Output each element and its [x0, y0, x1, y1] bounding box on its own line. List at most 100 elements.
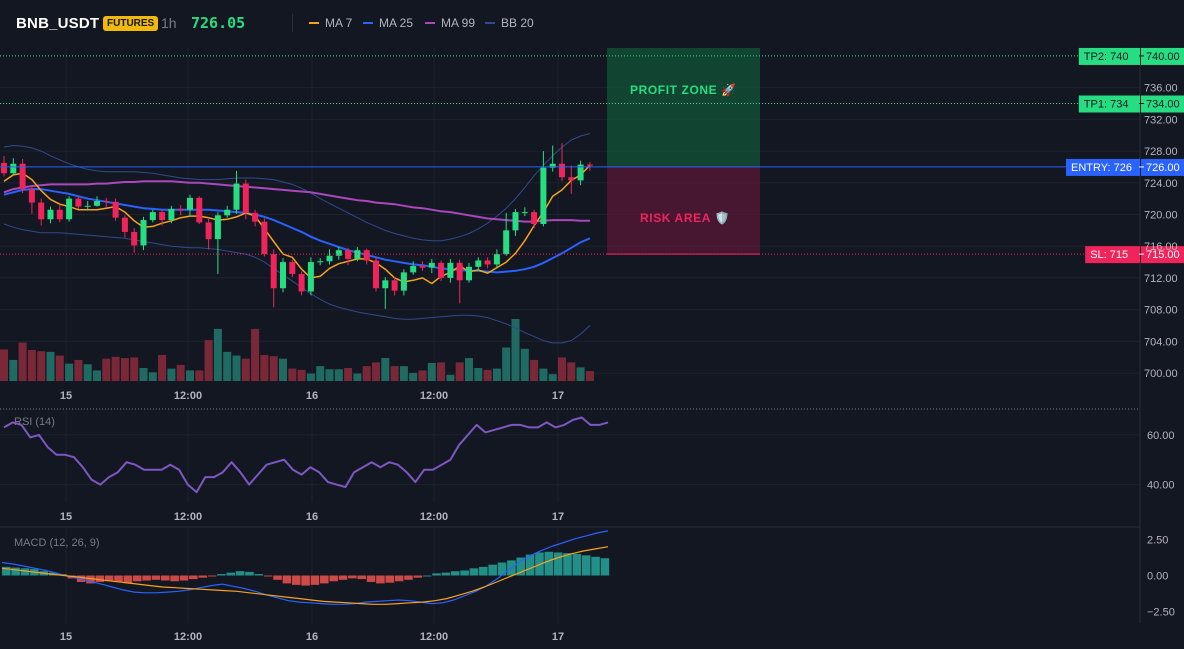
candle-body [131, 231, 138, 246]
timeframe-selector[interactable]: 1h [161, 15, 177, 31]
rsi-tick-label: 60.00 [1147, 430, 1175, 442]
macd-histogram-bar [2, 566, 11, 576]
volume-bar [492, 368, 501, 381]
legend-swatch-ma99 [425, 22, 435, 24]
time-tick-label: 17 [552, 511, 564, 523]
legend-ma99[interactable]: MA 99 [425, 16, 475, 30]
volume-bar [437, 362, 446, 381]
candle-body [233, 183, 240, 210]
candle-body [196, 197, 203, 223]
volume-bar [186, 370, 194, 381]
level-tag[interactable]: TP2: 740 740.00 [1078, 47, 1184, 65]
volume-bar [120, 358, 129, 381]
volume-bar [334, 369, 343, 381]
volume-bar [148, 372, 157, 381]
volume-bar [260, 354, 269, 381]
macd-histogram-bar [198, 575, 207, 578]
macd-histogram-bar [104, 575, 114, 582]
volume-bar [167, 368, 176, 381]
grid-lines [0, 48, 1141, 623]
volume-bar [65, 363, 74, 381]
legend-ma25[interactable]: MA 25 [363, 16, 413, 30]
profit-zone [607, 48, 760, 167]
level-tag[interactable]: ENTRY: 726 726.00 [1066, 158, 1184, 176]
volume-bar [102, 358, 111, 381]
candle-body [577, 164, 584, 181]
volume-bar [18, 342, 27, 381]
legend-swatch-ma25 [363, 22, 373, 24]
profit-zone-label: PROFIT ZONE 🚀 [630, 83, 737, 97]
candle-body [28, 189, 35, 203]
legend-bb20[interactable]: BB 20 [485, 16, 534, 30]
macd-histogram-bar [572, 553, 582, 576]
last-price: 726.05 [191, 14, 246, 32]
volume-bar [362, 366, 371, 381]
volume-bar [455, 362, 464, 381]
candle-body [103, 201, 110, 203]
volume-bar [427, 363, 436, 381]
symbol-name[interactable]: BNB_USDT [16, 15, 100, 32]
candle-body [177, 208, 184, 210]
time-tick-label: 16 [306, 511, 318, 523]
candle-body [149, 212, 156, 221]
macd-tick-label: 2.50 [1147, 535, 1168, 547]
volume-bar [37, 351, 46, 381]
volume-bar [353, 373, 362, 381]
level-axis-box [1141, 95, 1184, 113]
price-tick-label: 728.00 [1144, 146, 1178, 158]
volume-bar [585, 371, 594, 381]
candle-body [549, 163, 556, 168]
volume-bar [176, 364, 185, 381]
level-tag-box [1078, 47, 1140, 65]
macd-histogram-bar [301, 575, 310, 586]
legend-label-ma99: MA 99 [441, 16, 476, 30]
macd-histogram-bar [544, 551, 554, 576]
legend-ma7[interactable]: MA 7 [309, 16, 352, 30]
volume-bar [465, 358, 473, 381]
macd-title: MACD (12, 26, 9) [14, 537, 100, 549]
volume-bar [548, 374, 557, 381]
candle-body [84, 205, 91, 207]
candle-body [75, 198, 82, 207]
volume-bar [372, 362, 380, 381]
macd-histogram-bar [450, 571, 460, 576]
candle-body [307, 262, 314, 292]
macd-histogram-bar [179, 575, 189, 581]
volume-bar [520, 348, 529, 381]
candle-body [159, 212, 166, 221]
volume-bar [195, 370, 204, 381]
macd-histogram-bar [525, 554, 535, 576]
level-tag[interactable]: TP1: 734 734.00 [1078, 95, 1184, 113]
macd-histogram-bar [413, 575, 423, 578]
candle-body [391, 280, 398, 291]
level-tag-text: SL: 715 [1090, 249, 1128, 261]
macd-line [1, 530, 609, 605]
volume-bar [74, 359, 83, 381]
candle-body [512, 212, 519, 231]
candle-body [94, 201, 100, 206]
macd-histogram-bar [245, 571, 254, 576]
volume-bar [511, 319, 520, 381]
candle-body [335, 250, 342, 256]
macd-histogram-bar [114, 575, 123, 582]
time-tick-label: 12:00 [420, 631, 448, 643]
level-tag-text: ENTRY: 726 [1071, 162, 1132, 174]
macd-histogram-bar [394, 575, 404, 582]
volume-bar [399, 366, 408, 381]
volume-bar [344, 367, 353, 381]
price-tick-label: 716.00 [1144, 241, 1178, 253]
candle-body [112, 201, 119, 218]
candle-body [205, 222, 212, 240]
macd-histogram-bar [226, 572, 236, 576]
level-tag[interactable]: SL: 715 715.00 [1085, 246, 1184, 264]
macd-histogram-bar [497, 562, 507, 576]
macd-histogram-bar [563, 553, 572, 576]
volume-bar [213, 328, 222, 381]
time-tick-label: 15 [60, 631, 72, 643]
macd-histogram-bar [516, 557, 526, 576]
candle-body [503, 230, 510, 255]
macd-histogram-bar [189, 575, 198, 580]
macd-histogram-bar [460, 570, 469, 576]
volume-bar [474, 367, 483, 381]
